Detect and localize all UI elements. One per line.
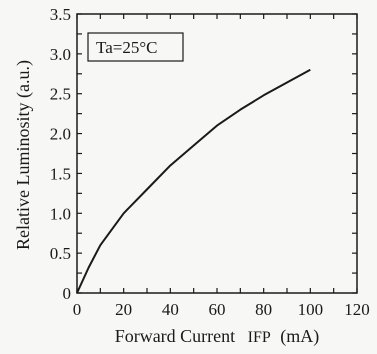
series-line-0	[76, 68, 311, 294]
tick-marks	[76, 13, 358, 294]
x-axis-title: Forward Current IFP (mA)	[115, 326, 320, 347]
x-tick-label: 120	[344, 300, 370, 319]
annotation-box: Ta=25°C	[87, 32, 184, 62]
y-tick-label: 3.5	[50, 5, 71, 24]
annotation-text: Ta=25°C	[96, 38, 157, 57]
y-tick-label: 3.0	[50, 45, 71, 64]
x-tick-label: 80	[255, 300, 272, 319]
x-tick-label: 100	[298, 300, 324, 319]
x-tick-label: 60	[209, 300, 226, 319]
annotation-frame	[87, 32, 184, 62]
x-tick-labels: 0 20 40 60 80 100 120	[73, 300, 370, 319]
x-tick-label: 20	[115, 300, 132, 319]
y-tick-label: 1.0	[50, 204, 71, 223]
y-tick-label: 0.5	[50, 244, 71, 263]
x-axis-title-unit: (mA)	[280, 326, 319, 347]
y-tick-label: 2.0	[50, 125, 71, 144]
x-tick-label: 0	[73, 300, 82, 319]
x-tick-label: 40	[162, 300, 179, 319]
x-axis-title-text: Forward Current	[115, 326, 235, 346]
y-tick-label: 0	[63, 284, 72, 303]
y-tick-labels: 0 0.5 1.0 1.5 2.0 2.5 3.0 3.5	[50, 5, 71, 303]
y-axis-title: Relative Luminosity (a.u.)	[13, 60, 34, 250]
y-tick-label: 2.5	[50, 85, 71, 104]
series-layer	[76, 68, 311, 294]
x-axis-title-symbol: IFP	[248, 329, 271, 346]
y-tick-label: 1.5	[50, 164, 71, 183]
